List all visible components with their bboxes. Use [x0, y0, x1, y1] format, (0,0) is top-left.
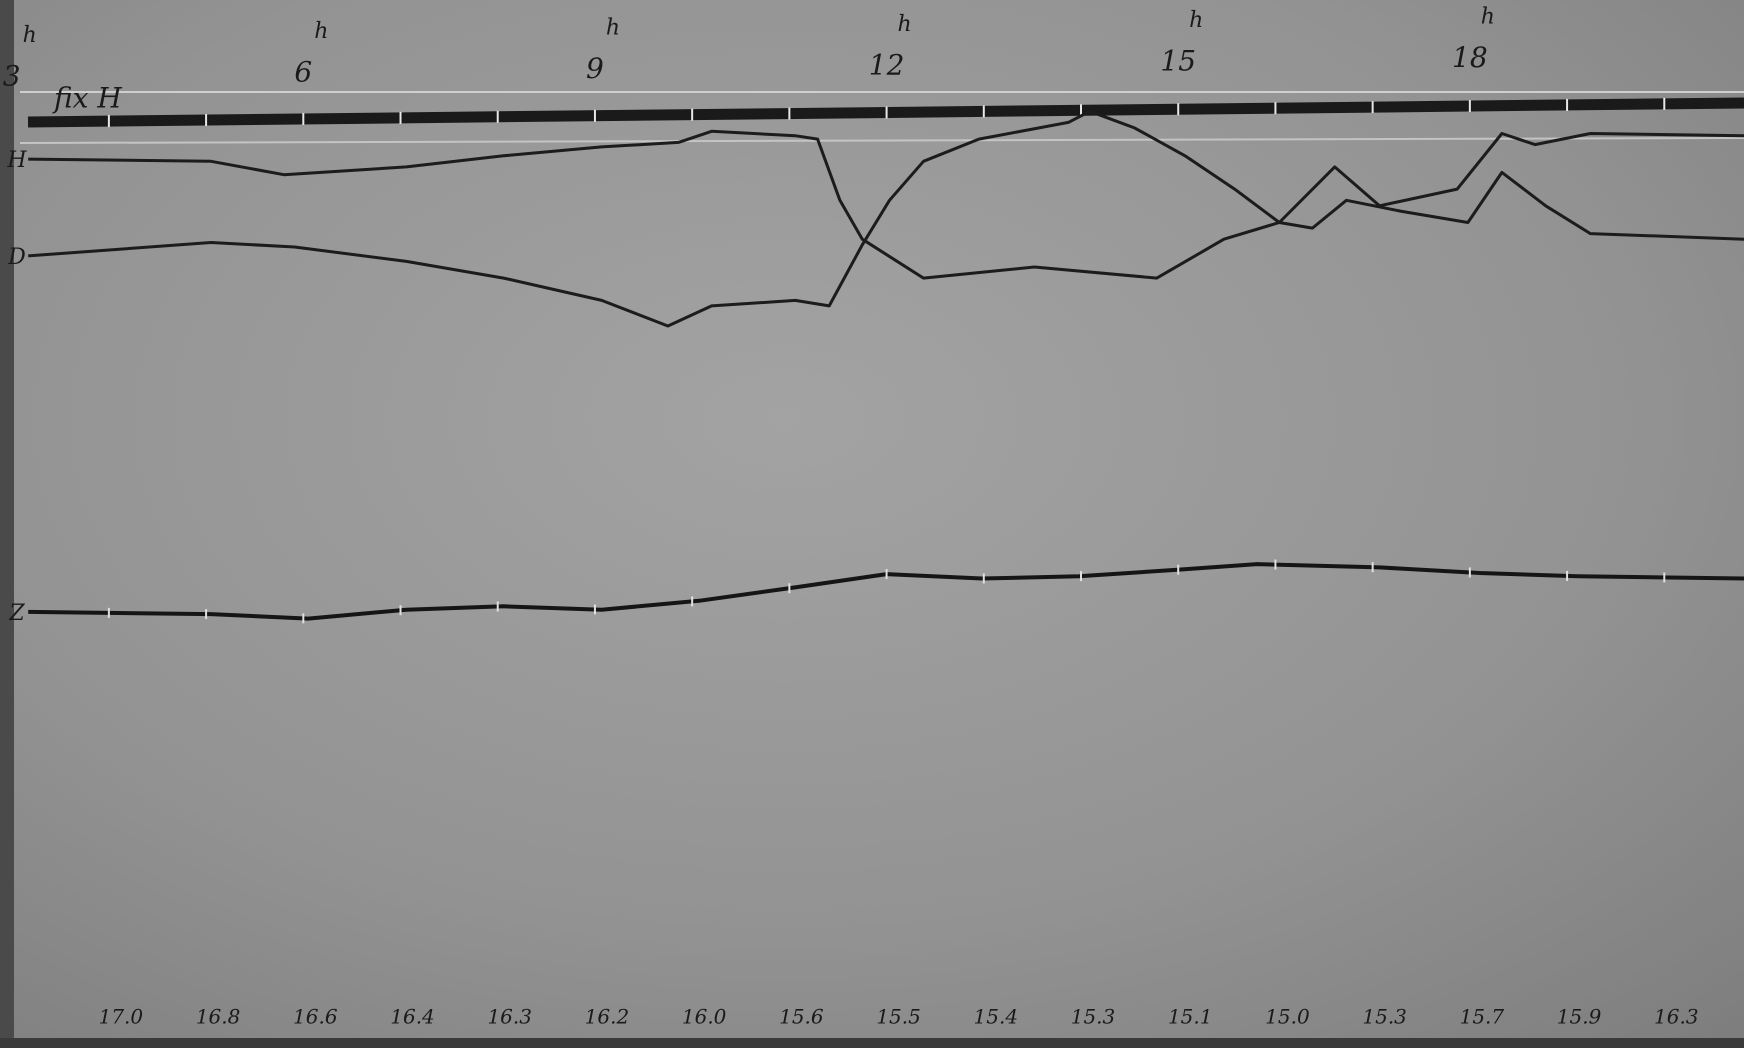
reading-label: 16.3 — [487, 1005, 532, 1029]
reading-label: 16.8 — [196, 1005, 241, 1029]
reading-label: 15.3 — [1071, 1005, 1116, 1029]
hour-mark: h — [606, 15, 620, 40]
x-tick-label: 15 — [1160, 45, 1196, 78]
reading-label: 16.0 — [682, 1005, 727, 1029]
x-tick-label: 6 — [294, 56, 312, 89]
hour-mark: h — [23, 23, 37, 48]
reading-label: 15.5 — [876, 1005, 921, 1029]
hour-mark: h — [897, 12, 911, 37]
hour-mark: h — [314, 19, 328, 44]
hour-mark: h — [1481, 4, 1495, 29]
reading-label: 16.2 — [585, 1005, 630, 1029]
reading-label: 15.4 — [974, 1005, 1019, 1029]
x-tick-label: 12 — [869, 48, 905, 81]
reading-label: 15.7 — [1460, 1005, 1505, 1029]
reading-label: 16.3 — [1654, 1005, 1699, 1029]
reading-label: 16.6 — [293, 1005, 338, 1029]
x-tick-label: 9 — [586, 52, 604, 85]
x-tick-label: 3 — [3, 59, 21, 92]
reading-label: 15.6 — [779, 1005, 824, 1029]
x-tick-label: 18 — [1452, 41, 1488, 74]
hour-mark: h — [1189, 8, 1203, 33]
trace-label: D — [7, 245, 26, 270]
reading-label: 15.1 — [1168, 1005, 1213, 1029]
fixed-line-label: fix H — [52, 82, 122, 115]
reading-label: 16.4 — [390, 1005, 435, 1029]
reading-label: 17.0 — [99, 1005, 144, 1029]
reading-label: 15.0 — [1265, 1005, 1310, 1029]
magnetogram: fix H 17.0 16.8 16.6 16.4 16.3 16.2 16.0 15.6 15… — [0, 0, 1744, 1048]
trace-label: Z — [8, 601, 25, 626]
reading-label: 15.3 — [1362, 1005, 1407, 1029]
bottom-edge — [0, 1038, 1744, 1048]
reading-label: 15.9 — [1557, 1005, 1602, 1029]
trace-label: H — [6, 148, 27, 173]
